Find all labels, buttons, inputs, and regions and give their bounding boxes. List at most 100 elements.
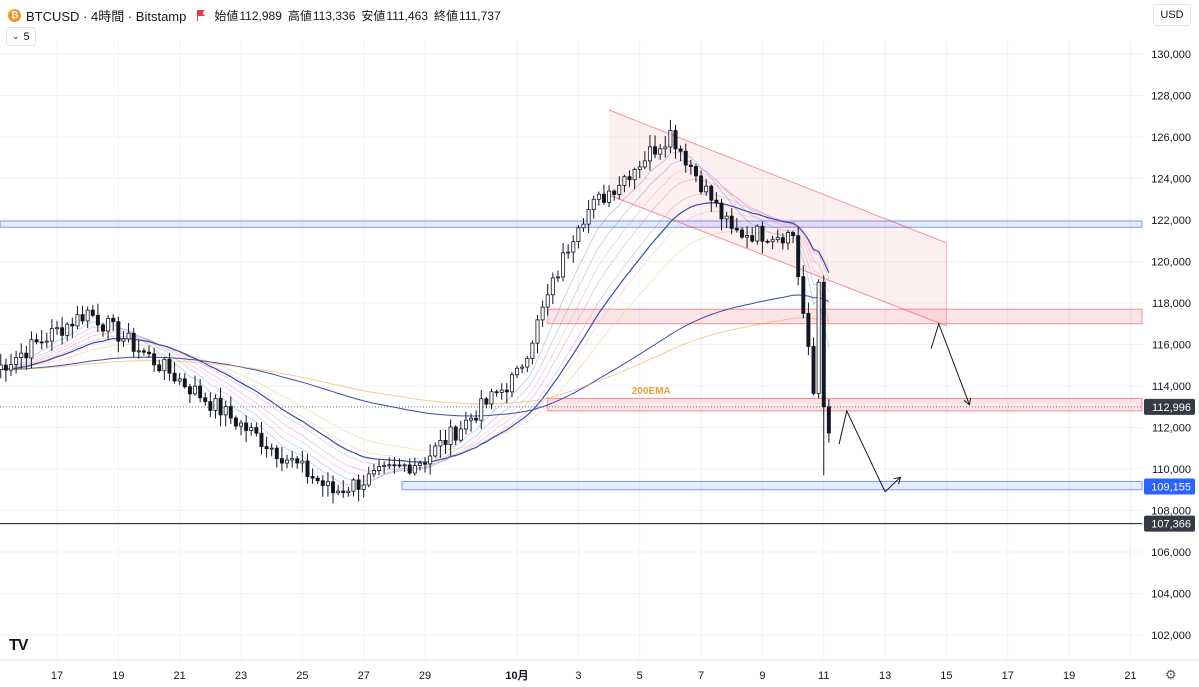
candle-body (0, 364, 3, 370)
flag-icon[interactable] (196, 9, 206, 21)
candle-body (653, 146, 658, 155)
candle-body (724, 215, 729, 220)
candle-body (663, 146, 668, 150)
candle-body (70, 323, 75, 327)
candle-body (668, 130, 673, 148)
candle-body (223, 406, 228, 416)
candle-body (356, 479, 361, 490)
candle-body (780, 237, 785, 244)
candle-body (821, 281, 826, 408)
support-zone (401, 480, 1143, 491)
candle-body (274, 447, 279, 459)
y-tick-label: 130,000 (1151, 49, 1191, 61)
symbol-header: ₿ BTCUSD · 4時間 · Bitstamp 始値112,989 高値11… (8, 6, 507, 24)
candle-body (106, 317, 111, 332)
candle-body (484, 398, 489, 405)
candle-body (770, 239, 775, 243)
x-tick-label: 21 (174, 670, 186, 682)
candle-body (734, 227, 739, 231)
candle-body (637, 166, 642, 170)
candle-body (315, 477, 320, 482)
candle-body (745, 235, 750, 238)
ema-120-line (0, 294, 830, 417)
candle-body (566, 251, 571, 254)
candle-body (428, 455, 433, 465)
indicators-toggle-button[interactable]: ⌄ 5 (6, 27, 36, 46)
candle-body (791, 232, 796, 237)
candle-body (126, 332, 131, 340)
candle-body (269, 447, 274, 450)
price-label-tag (1144, 478, 1195, 495)
price-axis[interactable]: 130,000 128,000 126,000 124,000 122,000 120,0… (1144, 49, 1195, 642)
candle-body (407, 464, 412, 474)
x-tick-label: 17 (1002, 670, 1014, 682)
candle-body (9, 364, 13, 371)
candle-body (581, 223, 586, 229)
y-tick-label: 108,000 (1151, 506, 1191, 518)
candle-body (95, 314, 100, 326)
candle-body (116, 321, 121, 342)
y-tick-label: 128,000 (1151, 91, 1191, 103)
candle-body (131, 332, 136, 352)
candle-body (85, 309, 90, 322)
candle-body (14, 357, 19, 365)
symbol-title[interactable]: BTCUSD · 4時間 · Bitstamp (26, 8, 187, 24)
candle-body (591, 198, 596, 211)
y-tick-label: 120,000 (1151, 257, 1191, 269)
x-tick-label: 21 (1124, 670, 1136, 682)
candle-body (218, 397, 223, 416)
x-tick-label: 27 (358, 670, 370, 682)
x-tick-label: 11 (818, 670, 829, 682)
candle-body (709, 185, 714, 201)
y-tick-label: 126,000 (1151, 132, 1191, 144)
candle-body (540, 306, 545, 321)
candle-body (244, 422, 249, 431)
arrowhead (963, 397, 972, 406)
candle-body (739, 229, 744, 238)
gear-icon[interactable]: ⚙ (1165, 667, 1177, 682)
candle-body (489, 391, 494, 405)
candle-body (448, 426, 453, 445)
y-tick-label: 106,000 (1151, 547, 1191, 559)
candle-body (494, 391, 499, 394)
candle-body (60, 327, 65, 336)
candle-body (136, 350, 141, 353)
candle-body (279, 458, 284, 464)
candle-body (295, 458, 300, 464)
candle-body (775, 237, 780, 241)
candle-body (187, 386, 192, 395)
candle-body (438, 439, 443, 447)
candle-body (535, 319, 540, 344)
x-tick-label: 7 (698, 670, 704, 682)
candle-body (755, 225, 760, 242)
currency-button[interactable]: USD (1153, 4, 1191, 26)
candle-body (111, 317, 116, 322)
candle-body (463, 419, 468, 430)
candle-body (44, 340, 49, 343)
candle-body (147, 351, 151, 355)
candle-body (310, 476, 315, 479)
candle-body (586, 209, 591, 225)
support-resistance-zone (547, 397, 1143, 412)
candle-body (239, 422, 244, 427)
candle-body (612, 190, 617, 195)
candle-body (607, 190, 612, 203)
time-axis[interactable]: 17 19 21 23 25 27 29 10月 3 5 7 9 11 13 15 17 19 21 (0, 659, 1199, 682)
candle-body (65, 323, 70, 336)
candle-body (49, 328, 54, 342)
candle-body (325, 481, 330, 486)
x-tick-label: 5 (637, 670, 643, 682)
candle-body (285, 459, 290, 464)
candle-body (576, 227, 581, 243)
resistance-zone (547, 308, 1143, 325)
candle-body (198, 385, 203, 399)
candle-body (152, 353, 157, 366)
candle-body (571, 241, 576, 253)
tradingview-logo[interactable]: TV (9, 637, 28, 654)
y-tick-label: 104,000 (1151, 589, 1191, 601)
candle-body (693, 166, 698, 177)
candle-body (545, 294, 550, 308)
candle-body (75, 314, 80, 327)
candle-body (371, 469, 376, 475)
